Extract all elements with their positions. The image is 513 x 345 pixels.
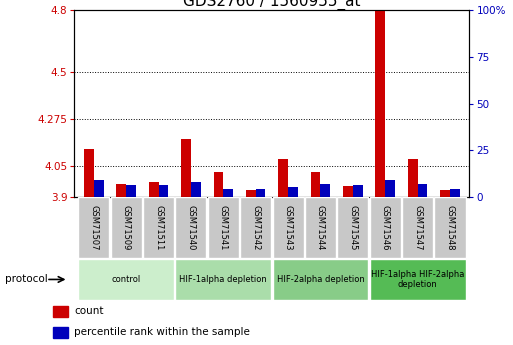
- Text: HIF-2alpha depletion: HIF-2alpha depletion: [277, 275, 364, 284]
- Bar: [450, 189, 460, 197]
- FancyBboxPatch shape: [435, 197, 465, 258]
- Text: GSM71544: GSM71544: [316, 205, 325, 250]
- FancyBboxPatch shape: [272, 197, 304, 258]
- Title: GDS2760 / 1560955_at: GDS2760 / 1560955_at: [183, 0, 361, 10]
- Bar: [376, 6, 385, 197]
- FancyBboxPatch shape: [370, 197, 401, 258]
- Text: GSM71509: GSM71509: [122, 205, 131, 250]
- Bar: [311, 172, 321, 197]
- FancyBboxPatch shape: [208, 197, 239, 258]
- Bar: [353, 186, 363, 197]
- Bar: [213, 172, 223, 197]
- Bar: [223, 189, 233, 197]
- FancyBboxPatch shape: [78, 259, 174, 300]
- Bar: [385, 180, 395, 197]
- Bar: [440, 190, 450, 197]
- Bar: [288, 187, 298, 197]
- FancyBboxPatch shape: [175, 197, 207, 258]
- Text: percentile rank within the sample: percentile rank within the sample: [74, 327, 250, 337]
- FancyBboxPatch shape: [143, 197, 174, 258]
- Bar: [53, 306, 68, 317]
- Text: GSM71547: GSM71547: [413, 205, 422, 250]
- Text: GSM71543: GSM71543: [284, 205, 292, 250]
- Bar: [53, 327, 68, 338]
- Text: GSM71511: GSM71511: [154, 205, 163, 250]
- Bar: [418, 184, 427, 197]
- Bar: [126, 186, 136, 197]
- Text: count: count: [74, 306, 104, 316]
- Text: HIF-1alpha depletion: HIF-1alpha depletion: [180, 275, 267, 284]
- Bar: [159, 186, 168, 197]
- Bar: [408, 159, 418, 197]
- FancyBboxPatch shape: [402, 197, 433, 258]
- Text: GSM71542: GSM71542: [251, 205, 260, 250]
- FancyBboxPatch shape: [305, 197, 336, 258]
- FancyBboxPatch shape: [272, 259, 368, 300]
- Bar: [181, 139, 191, 197]
- Text: GSM71540: GSM71540: [186, 205, 195, 250]
- Text: GSM71507: GSM71507: [89, 205, 98, 250]
- Bar: [279, 159, 288, 197]
- Text: HIF-1alpha HIF-2alpha
depletion: HIF-1alpha HIF-2alpha depletion: [371, 270, 464, 289]
- FancyBboxPatch shape: [370, 259, 465, 300]
- Text: protocol: protocol: [5, 275, 48, 284]
- FancyBboxPatch shape: [175, 259, 271, 300]
- Bar: [84, 149, 94, 197]
- Bar: [255, 189, 265, 197]
- Bar: [149, 182, 159, 197]
- Text: GSM71546: GSM71546: [381, 205, 390, 250]
- Bar: [246, 190, 255, 197]
- Bar: [191, 182, 201, 197]
- Bar: [94, 180, 104, 197]
- Text: GSM71545: GSM71545: [348, 205, 358, 250]
- Text: control: control: [111, 275, 141, 284]
- FancyBboxPatch shape: [240, 197, 271, 258]
- FancyBboxPatch shape: [78, 197, 109, 258]
- Bar: [116, 184, 126, 197]
- Bar: [343, 186, 353, 197]
- FancyBboxPatch shape: [337, 197, 368, 258]
- Text: GSM71548: GSM71548: [445, 205, 455, 250]
- FancyBboxPatch shape: [111, 197, 142, 258]
- Text: GSM71541: GSM71541: [219, 205, 228, 250]
- Bar: [321, 184, 330, 197]
